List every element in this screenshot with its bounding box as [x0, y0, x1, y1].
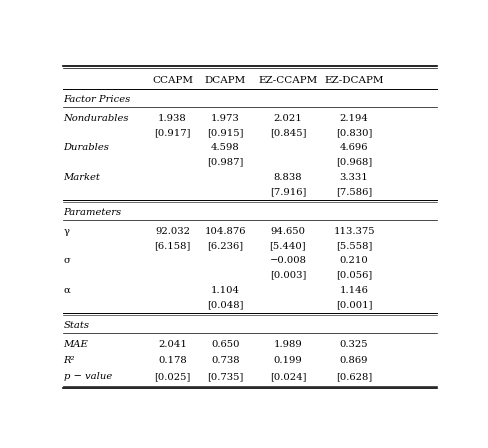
Text: [0.025]: [0.025] [154, 372, 191, 381]
Text: Nondurables: Nondurables [63, 114, 129, 123]
Text: 1.104: 1.104 [211, 286, 240, 295]
Text: 0.738: 0.738 [211, 356, 240, 365]
Text: Durables: Durables [63, 143, 109, 152]
Text: [5.558]: [5.558] [336, 241, 372, 250]
Text: 4.598: 4.598 [211, 143, 240, 152]
Text: Market: Market [63, 173, 101, 182]
Text: 2.021: 2.021 [274, 114, 302, 123]
Text: 104.876: 104.876 [205, 227, 246, 236]
Text: [6.158]: [6.158] [154, 241, 191, 250]
Text: [0.968]: [0.968] [336, 158, 372, 167]
Text: CCAPM: CCAPM [152, 76, 193, 85]
Text: 8.838: 8.838 [274, 173, 302, 182]
Text: [0.628]: [0.628] [336, 372, 372, 381]
Text: 2.041: 2.041 [158, 340, 187, 349]
Text: Factor Prices: Factor Prices [63, 95, 131, 104]
Text: [0.024]: [0.024] [270, 372, 306, 381]
Text: 1.146: 1.146 [340, 286, 368, 295]
Text: [0.003]: [0.003] [270, 271, 306, 280]
Text: 0.199: 0.199 [274, 356, 302, 365]
Text: 0.325: 0.325 [340, 340, 368, 349]
Text: R²: R² [63, 356, 75, 365]
Text: 4.696: 4.696 [340, 143, 368, 152]
Text: −0.008: −0.008 [269, 256, 306, 265]
Text: [0.915]: [0.915] [207, 128, 244, 137]
Text: [7.586]: [7.586] [336, 187, 372, 196]
Text: 0.178: 0.178 [158, 356, 187, 365]
Text: [0.987]: [0.987] [207, 158, 244, 167]
Text: 2.194: 2.194 [340, 114, 368, 123]
Text: 0.869: 0.869 [340, 356, 368, 365]
Text: [6.236]: [6.236] [207, 241, 244, 250]
Text: γ: γ [63, 227, 70, 236]
Text: Stats: Stats [63, 321, 90, 330]
Text: σ: σ [63, 256, 70, 265]
Text: 3.331: 3.331 [340, 173, 368, 182]
Text: 1.973: 1.973 [211, 114, 240, 123]
Text: [0.056]: [0.056] [336, 271, 372, 280]
Text: [0.845]: [0.845] [270, 128, 306, 137]
Text: [0.735]: [0.735] [207, 372, 244, 381]
Text: p − value: p − value [63, 372, 112, 381]
Text: DCAPM: DCAPM [205, 76, 246, 85]
Text: [0.830]: [0.830] [336, 128, 372, 137]
Text: 1.938: 1.938 [158, 114, 187, 123]
Text: 0.650: 0.650 [211, 340, 240, 349]
Text: [5.440]: [5.440] [269, 241, 306, 250]
Text: [0.917]: [0.917] [154, 128, 191, 137]
Text: 0.210: 0.210 [340, 256, 368, 265]
Text: [0.048]: [0.048] [207, 300, 244, 309]
Text: [7.916]: [7.916] [270, 187, 306, 196]
Text: [0.001]: [0.001] [336, 300, 372, 309]
Text: MAE: MAE [63, 340, 88, 349]
Text: 94.650: 94.650 [270, 227, 305, 236]
Text: 1.989: 1.989 [274, 340, 302, 349]
Text: α: α [63, 286, 70, 295]
Text: EZ-DCAPM: EZ-DCAPM [325, 76, 384, 85]
Text: 113.375: 113.375 [333, 227, 375, 236]
Text: EZ-CCAPM: EZ-CCAPM [258, 76, 318, 85]
Text: 92.032: 92.032 [155, 227, 190, 236]
Text: Parameters: Parameters [63, 208, 122, 217]
